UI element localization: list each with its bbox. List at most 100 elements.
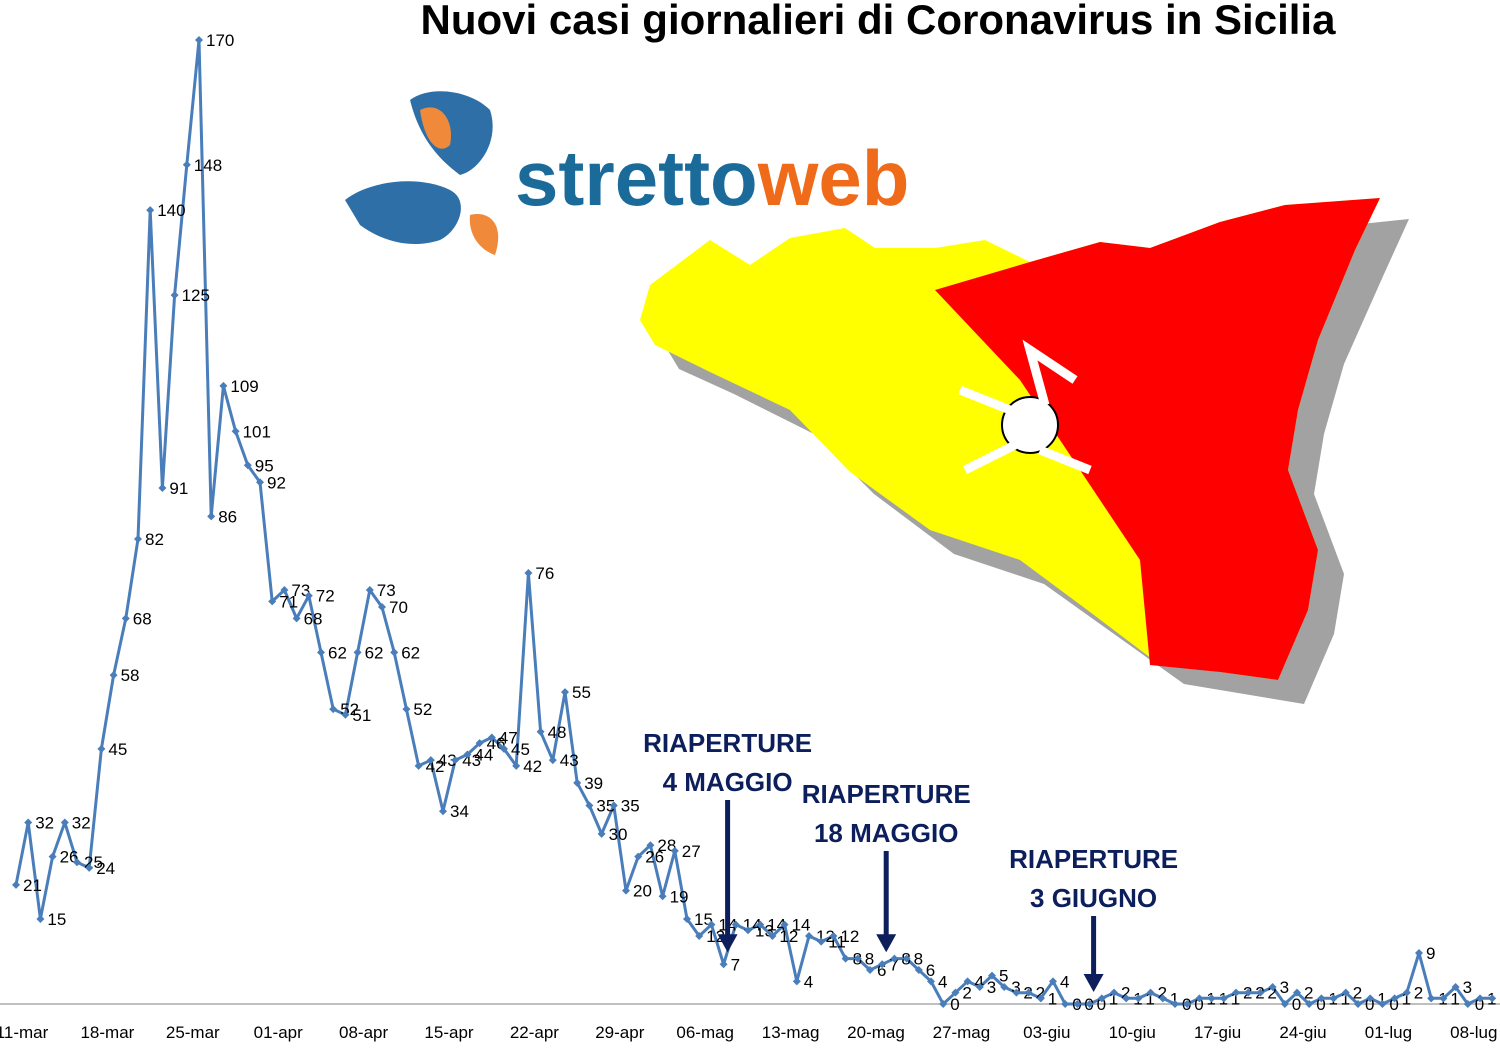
point <box>914 965 923 974</box>
data-label: 32 <box>72 814 91 833</box>
data-label: 7 <box>731 955 740 974</box>
data-label: 3 <box>1011 978 1020 997</box>
point <box>170 291 179 300</box>
x-tick-label: 24-giu <box>1279 1023 1326 1042</box>
data-label: 48 <box>548 723 567 742</box>
data-label: 8 <box>914 950 923 969</box>
data-label: 58 <box>121 666 140 685</box>
data-label: 4 <box>975 972 984 991</box>
point <box>951 988 960 997</box>
point <box>1183 1000 1192 1008</box>
x-tick-label: 10-giu <box>1109 1023 1156 1042</box>
point <box>658 892 667 901</box>
data-label: 140 <box>157 201 185 220</box>
logo-shape <box>410 91 493 175</box>
data-label: 72 <box>316 587 335 606</box>
data-label: 1 <box>1341 989 1350 1008</box>
point <box>231 427 240 436</box>
point <box>878 960 887 969</box>
point <box>792 977 801 986</box>
point <box>707 920 716 929</box>
annotation: 4 MAGGIO <box>663 767 793 797</box>
data-label: 26 <box>645 848 664 867</box>
point <box>988 971 996 980</box>
data-label: 20 <box>633 882 652 901</box>
point <box>1256 988 1265 997</box>
point <box>463 750 472 759</box>
point <box>927 977 935 986</box>
point <box>1122 994 1131 1003</box>
point <box>512 761 521 770</box>
data-label: 1 <box>1109 989 1118 1008</box>
point <box>426 756 435 765</box>
point <box>975 982 984 991</box>
point <box>439 807 447 816</box>
logo-text-part: stretto <box>515 134 758 222</box>
data-label: 32 <box>35 814 54 833</box>
point <box>597 829 606 838</box>
point <box>12 880 20 889</box>
data-label: 27 <box>682 842 701 861</box>
point <box>1280 1000 1289 1008</box>
point <box>1061 1000 1070 1008</box>
data-label: 2 <box>1304 984 1313 1003</box>
point <box>1146 988 1155 997</box>
data-label: 14 <box>792 916 811 935</box>
x-tick-label: 01-lug <box>1365 1023 1412 1042</box>
data-label: 0 <box>1389 995 1398 1014</box>
data-label: 43 <box>560 751 579 770</box>
trinacria-legs <box>958 339 1092 475</box>
point <box>1012 988 1021 997</box>
logo-shape <box>345 181 461 245</box>
data-label: 95 <box>255 456 274 475</box>
map-red <box>935 198 1380 680</box>
point <box>829 931 838 940</box>
data-label: 68 <box>133 609 152 628</box>
point <box>1073 1000 1082 1008</box>
point <box>609 801 618 810</box>
data-label: 4 <box>938 972 947 991</box>
point <box>1024 988 1033 997</box>
data-label: 86 <box>218 507 237 526</box>
point <box>1049 977 1057 986</box>
point <box>853 954 862 963</box>
data-label: 62 <box>401 643 420 662</box>
data-label: 3 <box>987 978 996 997</box>
data-label: 62 <box>328 643 347 662</box>
data-label: 0 <box>1316 995 1325 1014</box>
point <box>414 761 423 770</box>
point <box>670 846 679 855</box>
data-label: 5 <box>999 967 1008 986</box>
data-label: 4 <box>1060 972 1069 991</box>
data-label: 1 <box>1231 989 1240 1008</box>
data-label: 43 <box>438 751 457 770</box>
data-label: 51 <box>352 706 371 725</box>
x-tick-label: 08-lug <box>1450 1023 1497 1042</box>
data-label: 1 <box>1402 989 1411 1008</box>
point <box>756 920 765 929</box>
point <box>365 586 374 595</box>
point <box>378 603 386 612</box>
point <box>1195 994 1204 1003</box>
annotation: 18 MAGGIO <box>814 818 958 848</box>
point <box>524 569 533 578</box>
data-label: 1 <box>1145 989 1154 1008</box>
x-tick-label: 06-mag <box>676 1023 734 1042</box>
point <box>780 920 789 929</box>
point <box>280 586 289 595</box>
point <box>841 954 850 963</box>
point <box>292 614 301 623</box>
point <box>1341 988 1350 997</box>
data-label: 2 <box>1353 984 1362 1003</box>
point <box>634 852 643 861</box>
point <box>1463 1000 1472 1008</box>
point <box>1439 994 1448 1003</box>
x-tick-label: 15-apr <box>424 1023 473 1042</box>
point <box>60 818 69 827</box>
point <box>475 739 484 748</box>
data-label: 12 <box>706 927 725 946</box>
logo-text: strettoweb <box>515 134 909 222</box>
annotation: 3 GIUGNO <box>1030 883 1157 913</box>
point <box>304 591 313 600</box>
annotation: RIAPERTURE <box>1009 844 1178 874</box>
